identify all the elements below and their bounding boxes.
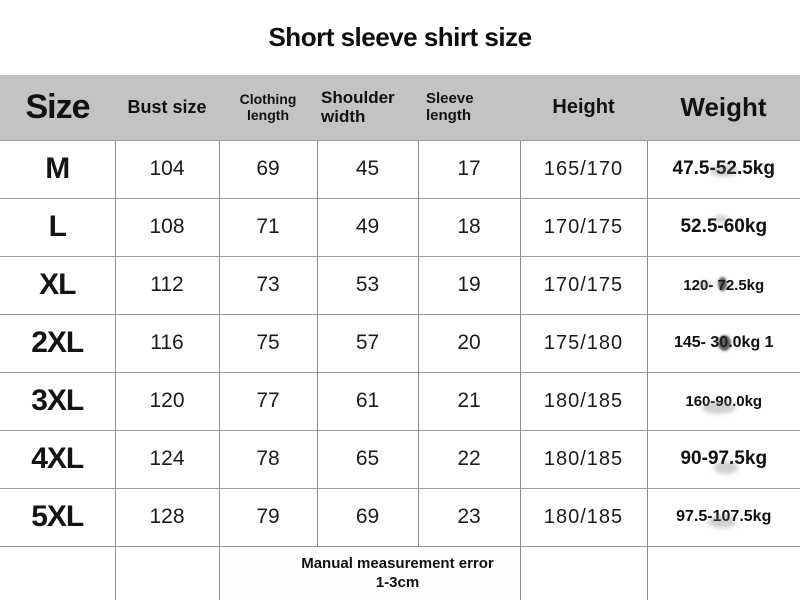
- cell-weight: 47.5-52.5kg: [646, 139, 800, 198]
- page-title: Short sleeve shirt size: [268, 22, 532, 52]
- col-header-bust-size-label: Bust size: [127, 96, 207, 117]
- measurement-note-line1: Manual measurement error: [301, 554, 494, 572]
- cell-clothing: 77: [218, 371, 317, 430]
- cell-weight: 90-97.5kg: [646, 429, 800, 488]
- cell-weight: 120- 72.5kg: [646, 255, 800, 314]
- col-header-height-label: Height: [552, 95, 615, 118]
- col-header-size: Size: [0, 75, 115, 140]
- cell-clothing: 78: [218, 429, 317, 488]
- weight-value: 120- 72.5kg: [683, 276, 765, 294]
- cell-size: 3XL: [0, 371, 115, 430]
- measurement-note: Manual measurement error 1-3cm: [218, 545, 520, 600]
- table-row: 5XL 128 79 69 23 180/185 97.5-107.5kg: [0, 487, 800, 546]
- col-header-shoulder-width: Shoulder width: [317, 75, 418, 140]
- cell-bust: 124: [114, 429, 219, 488]
- cell-size: 2XL: [0, 313, 115, 372]
- cell-shoulder: 53: [316, 255, 418, 314]
- cell-height: 180/185: [519, 429, 647, 488]
- col-header-size-label: Size: [25, 87, 90, 126]
- col-header-clothing-length-label: Clothing length: [239, 91, 297, 124]
- weight-value: 97.5-107.5kg: [676, 508, 772, 525]
- footer-empty-cell: [0, 545, 115, 600]
- weight-value: 90-97.5kg: [680, 448, 768, 469]
- cell-bust: 128: [114, 487, 219, 546]
- cell-bust: 108: [114, 197, 219, 256]
- weight-value: 145- 30.0kg 1: [673, 334, 774, 351]
- weight-value: 160-90.0kg: [685, 392, 763, 410]
- table-row: XL 112 73 53 19 170/175 120- 72.5kg: [0, 255, 800, 314]
- cell-height: 170/175: [519, 255, 647, 314]
- cell-weight: 160-90.0kg: [646, 371, 800, 430]
- cell-height: 180/185: [519, 487, 647, 546]
- col-header-clothing-length: Clothing length: [219, 75, 317, 140]
- cell-shoulder: 69: [316, 487, 418, 546]
- weight-value: 52.5-60kg: [680, 216, 768, 237]
- cell-shoulder: 61: [316, 371, 418, 430]
- cell-shoulder: 65: [316, 429, 418, 488]
- cell-shoulder: 45: [316, 139, 418, 198]
- cell-bust: 112: [114, 255, 219, 314]
- cell-bust: 104: [114, 139, 219, 198]
- cell-bust: 120: [114, 371, 219, 430]
- cell-sleeve: 23: [417, 487, 520, 546]
- cell-height: 165/170: [519, 139, 647, 198]
- cell-shoulder: 57: [316, 313, 418, 372]
- table-row: 4XL 124 78 65 22 180/185 90-97.5kg: [0, 429, 800, 488]
- col-header-weight: Weight: [647, 75, 800, 140]
- table-header: Size Bust size Clothing length Shoulder …: [0, 75, 800, 140]
- cell-height: 175/180: [519, 313, 647, 372]
- header-row: Size Bust size Clothing length Shoulder …: [0, 75, 800, 140]
- weight-value: 47.5-52.5kg: [672, 158, 775, 179]
- table-row: 3XL 120 77 61 21 180/185 160-90.0kg: [0, 371, 800, 430]
- cell-sleeve: 17: [417, 139, 520, 198]
- table-footer-row: Manual measurement error 1-3cm: [0, 545, 800, 600]
- col-header-weight-label: Weight: [680, 91, 767, 122]
- col-header-sleeve-length-label: Sleeve length: [426, 90, 474, 125]
- cell-clothing: 73: [218, 255, 317, 314]
- cell-clothing: 75: [218, 313, 317, 372]
- cell-size: L: [0, 197, 115, 256]
- cell-size: XL: [0, 255, 115, 314]
- cell-height: 180/185: [519, 371, 647, 430]
- title-bar: Short sleeve shirt size: [0, 0, 800, 75]
- table-row: 2XL 116 75 57 20 175/180 145- 30.0kg 1: [0, 313, 800, 372]
- table-row: M 104 69 45 17 165/170 47.5-52.5kg: [0, 139, 800, 198]
- table-body: M 104 69 45 17 165/170 47.5-52.5kg L 108…: [0, 139, 800, 600]
- cell-size: 5XL: [0, 487, 115, 546]
- measurement-note-line2: 1-3cm: [375, 574, 420, 592]
- cell-shoulder: 49: [316, 197, 418, 256]
- cell-weight: 97.5-107.5kg: [646, 487, 800, 546]
- cell-clothing: 79: [218, 487, 317, 546]
- cell-weight: 52.5-60kg: [646, 197, 800, 256]
- col-header-sleeve-length: Sleeve length: [418, 75, 520, 140]
- cell-sleeve: 19: [417, 255, 520, 314]
- cell-sleeve: 22: [417, 429, 520, 488]
- cell-size: M: [0, 139, 115, 198]
- table-row: L 108 71 49 18 170/175 52.5-60kg: [0, 197, 800, 256]
- cell-sleeve: 21: [417, 371, 520, 430]
- cell-weight: 145- 30.0kg 1: [646, 313, 800, 372]
- size-chart-table: Size Bust size Clothing length Shoulder …: [0, 75, 800, 600]
- footer-empty-cell: [519, 545, 647, 600]
- cell-height: 170/175: [519, 197, 647, 256]
- col-header-bust-size: Bust size: [115, 75, 219, 140]
- col-header-shoulder-width-label: Shoulder width: [321, 87, 395, 127]
- footer-empty-cell: [646, 545, 800, 600]
- footer-empty-cell: [114, 545, 219, 600]
- cell-size: 4XL: [0, 429, 115, 488]
- cell-bust: 116: [114, 313, 219, 372]
- cell-clothing: 69: [218, 139, 317, 198]
- cell-sleeve: 20: [417, 313, 520, 372]
- cell-clothing: 71: [218, 197, 317, 256]
- cell-sleeve: 18: [417, 197, 520, 256]
- col-header-height: Height: [520, 75, 647, 140]
